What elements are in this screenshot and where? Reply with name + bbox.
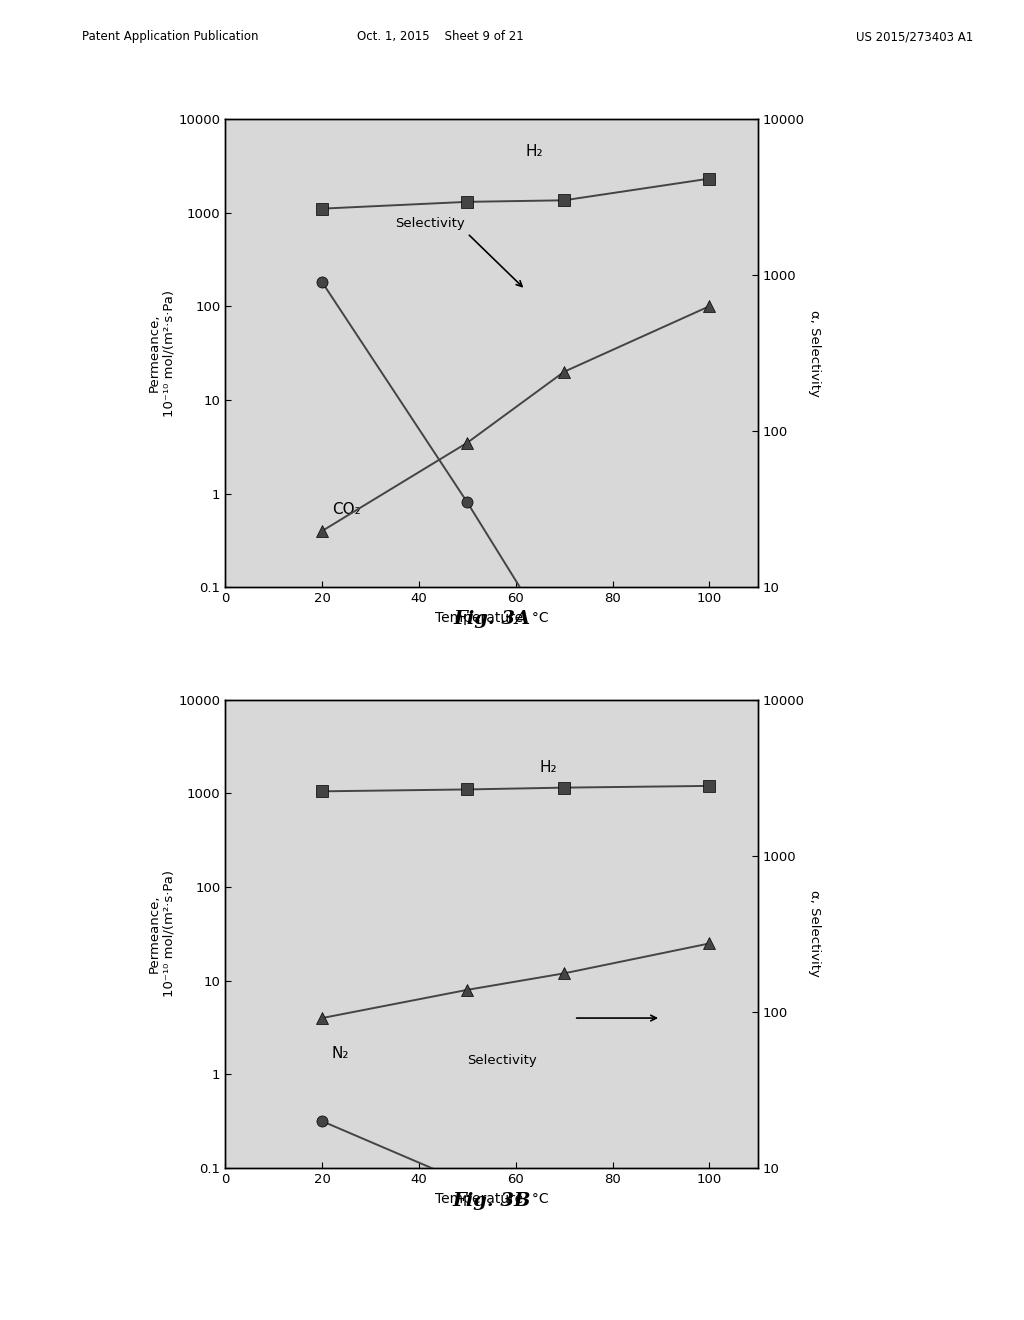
X-axis label: Temperature, °C: Temperature, °C [435,611,548,624]
Text: H₂: H₂ [540,760,557,775]
Text: CO₂: CO₂ [332,503,360,517]
X-axis label: Temperature, °C: Temperature, °C [435,1192,548,1205]
Y-axis label: α, Selectivity: α, Selectivity [808,310,821,396]
Y-axis label: Permeance,
10⁻¹⁰ mol/(m²·s·Pa): Permeance, 10⁻¹⁰ mol/(m²·s·Pa) [147,870,176,998]
Text: Fig. 3B: Fig. 3B [453,1192,530,1210]
Y-axis label: Permeance,
10⁻¹⁰ mol/(m²·s·Pa): Permeance, 10⁻¹⁰ mol/(m²·s·Pa) [147,289,176,417]
Text: N₂: N₂ [332,1045,349,1061]
Text: Selectivity: Selectivity [467,1053,537,1067]
Text: Fig. 3A: Fig. 3A [453,610,530,628]
Y-axis label: α, Selectivity: α, Selectivity [808,891,821,977]
Text: Selectivity: Selectivity [394,216,465,230]
Text: Patent Application Publication: Patent Application Publication [82,30,258,44]
Text: US 2015/273403 A1: US 2015/273403 A1 [855,30,973,44]
Text: H₂: H₂ [525,144,543,160]
Text: Oct. 1, 2015    Sheet 9 of 21: Oct. 1, 2015 Sheet 9 of 21 [357,30,523,44]
